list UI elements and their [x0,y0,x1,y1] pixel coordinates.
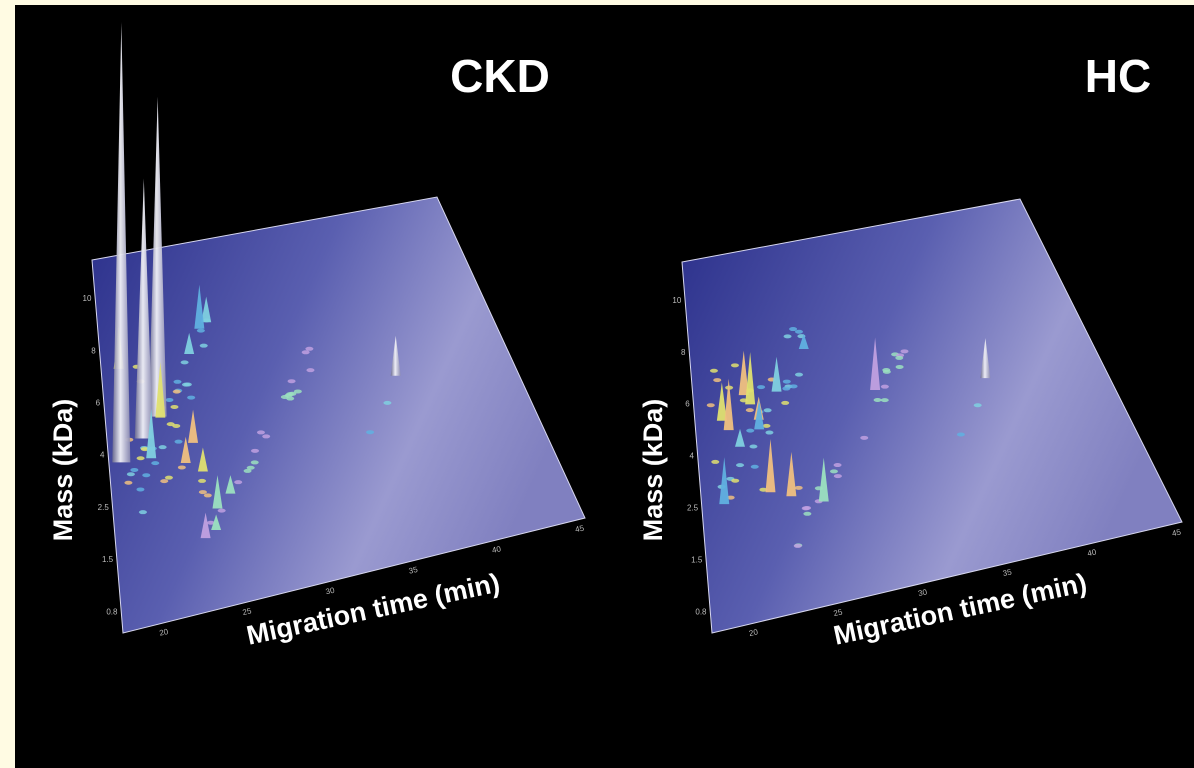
peak-blob [974,403,982,407]
peak-blob [803,512,811,516]
y-axis-label: Mass (kDa) [48,399,78,542]
peak-blob [139,510,147,514]
peak-blob [251,460,259,464]
peak-blob [187,396,195,400]
peak-blob [881,398,889,402]
y-tick-label: 10 [672,296,681,305]
peak-blob [783,380,791,384]
peak-blob [142,473,150,477]
y-tick-label: 10 [83,294,92,303]
y-tick-label: 1.5 [691,556,703,565]
peak-blob [251,449,259,453]
peak-blob [170,405,178,409]
peak-blob [234,480,242,484]
peak-blob [130,468,138,472]
peak-blob [159,445,167,449]
y-tick-label: 6 [685,400,690,409]
peak-blob [136,487,144,491]
peak-blob [262,434,270,438]
y-tick-label: 6 [96,398,101,407]
peak-blob [789,327,797,331]
peak-blob [197,329,205,333]
peak-blob [198,479,206,483]
peak-blob [124,481,132,485]
peak-blob [794,544,802,548]
peak-blob [173,390,181,394]
peak-blob [707,403,715,407]
y-tick-label: 2.5 [98,503,110,512]
y-tick-label: 0.8 [695,607,707,616]
peak-blob [834,463,842,467]
y-tick-label: 8 [91,346,96,355]
peak-blob [795,330,803,334]
peak-blob [790,384,798,388]
peak-blob [200,344,208,348]
peak-blob [218,509,226,513]
peak-blob [306,368,314,372]
peak-blob [746,429,754,433]
peak-blob [957,433,965,437]
peak-blob [383,401,391,405]
peak-blob [710,369,718,373]
peak-blob [731,363,739,367]
peak-blob [175,440,183,444]
peak-blob [896,365,904,369]
peak-blob [286,397,294,401]
peak-blob [199,490,207,494]
peak-blob [244,469,252,473]
peak-blob [781,401,789,405]
peak-blob [900,349,908,353]
peak-blob [860,436,868,440]
peak-blob [765,431,773,435]
figure: 2025303540450.81.52.546810CKDMass (kDa)M… [0,0,1194,768]
peak-blob [764,408,772,412]
peak-blob [782,387,790,391]
peak-blob [795,486,803,490]
peak-blob [366,430,374,434]
peak-blob [751,465,759,469]
peak-blob [881,385,889,389]
peak-blob [204,493,212,497]
peak-blob [181,360,189,364]
peak-blob [184,383,192,387]
peak-blob [883,370,891,374]
peak-blob [165,476,173,480]
panel-title: HC [1085,50,1151,102]
peak-blob [288,379,296,383]
peak-blob [874,398,882,402]
peak-blob [257,430,265,434]
peak-blob [731,479,739,483]
peak-blob [895,356,903,360]
y-axis-label: Mass (kDa) [638,399,668,542]
peak-blob [127,472,135,476]
peak-blob [736,463,744,467]
peak-blob [173,380,181,384]
peak-blob [802,506,810,510]
y-tick-label: 0.8 [106,607,118,616]
y-tick-label: 4 [689,452,694,461]
peak-blob [172,424,180,428]
peak-blob [713,378,721,382]
panel-title: CKD [450,50,550,102]
peak-blob [305,347,313,351]
peak-blob [178,465,186,469]
peak-blob [302,350,310,354]
peak-blob [749,445,757,449]
peak-blob [757,385,765,389]
peak-blob [160,479,168,483]
peak-blob [165,398,173,402]
peak-blob [746,408,754,412]
y-tick-label: 4 [100,451,105,460]
y-tick-label: 2.5 [687,504,699,513]
peak-blob [711,460,719,464]
y-tick-label: 1.5 [102,555,114,564]
y-tick-label: 8 [681,348,686,357]
peak-blob [151,461,159,465]
peak-blob [784,334,792,338]
peak-blob [834,474,842,478]
peak-blob [795,373,803,377]
peak-blob [830,469,838,473]
peak-blob [137,456,145,460]
